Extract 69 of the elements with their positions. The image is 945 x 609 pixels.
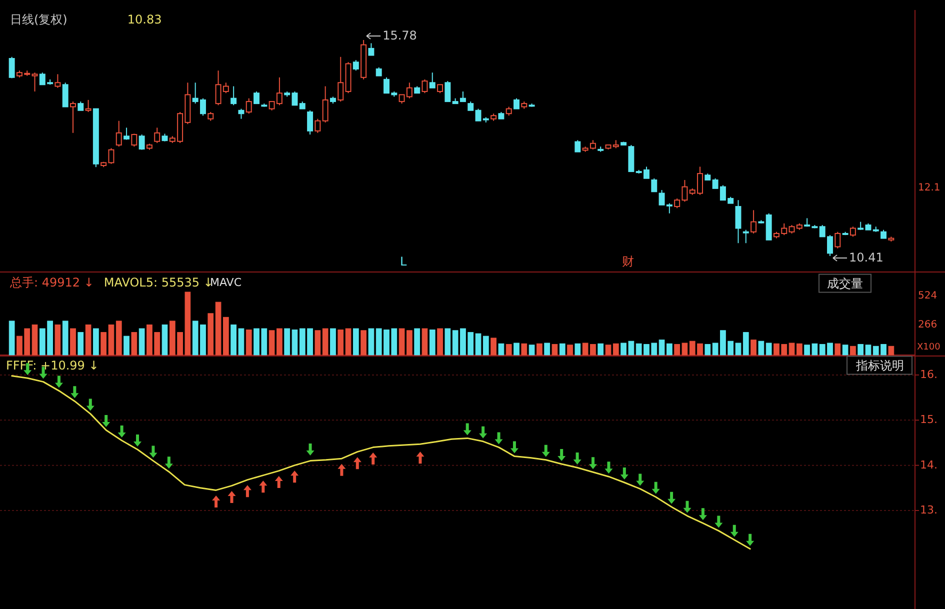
bar xyxy=(246,330,252,356)
text: MAVC xyxy=(210,276,242,290)
bar xyxy=(368,328,374,356)
bar xyxy=(758,340,764,356)
text: 12.1 xyxy=(918,182,940,194)
bar xyxy=(62,320,68,356)
bar xyxy=(54,324,61,356)
y-tick-label: 13. xyxy=(920,504,938,517)
annotation: 财 xyxy=(622,254,634,268)
bar xyxy=(422,328,428,356)
chart-subtitle: 10.83 xyxy=(127,12,162,26)
text: X100 xyxy=(917,342,941,352)
y-tick-label: 15. xyxy=(920,413,938,426)
bar xyxy=(552,344,558,356)
bar xyxy=(490,338,496,356)
bar xyxy=(750,340,756,356)
bar xyxy=(314,330,321,356)
annotation: L xyxy=(400,254,407,268)
bar xyxy=(70,328,76,356)
bar xyxy=(437,328,443,356)
chart-title: 日线(复权) xyxy=(10,12,68,26)
bar xyxy=(85,324,92,356)
bar xyxy=(498,343,504,356)
annotation: 10.41 xyxy=(849,250,884,264)
y-tick-label: 16. xyxy=(920,368,938,381)
bar xyxy=(32,324,38,356)
bar xyxy=(352,328,359,356)
y-tick-label: 14. xyxy=(920,458,938,472)
bar xyxy=(834,343,841,356)
bar xyxy=(506,344,512,356)
bar xyxy=(521,343,528,356)
bar xyxy=(536,343,542,356)
bar xyxy=(850,346,856,356)
text: 524 xyxy=(918,290,938,302)
annotation: 指标说明 xyxy=(855,358,904,372)
bar xyxy=(345,328,352,356)
bar xyxy=(742,332,749,356)
chart-title: 总手: 49912 ↓ xyxy=(9,275,94,290)
text: 成交量 xyxy=(827,276,863,290)
bar xyxy=(444,328,451,356)
bar xyxy=(842,344,848,356)
bar xyxy=(888,346,894,356)
bar xyxy=(8,320,15,356)
bar xyxy=(559,343,566,356)
bar xyxy=(208,313,214,356)
bar xyxy=(93,328,99,356)
text: 266 xyxy=(918,320,938,331)
bar xyxy=(429,330,436,356)
bar xyxy=(360,330,366,356)
bar xyxy=(528,344,535,356)
annotation: 15.78 xyxy=(382,28,417,42)
bar xyxy=(138,328,145,356)
bar xyxy=(414,328,420,356)
bar xyxy=(574,343,581,356)
bar xyxy=(567,344,573,356)
bar xyxy=(704,344,711,356)
bar xyxy=(131,332,138,356)
bar xyxy=(78,332,84,356)
bar xyxy=(514,342,520,356)
bar xyxy=(116,320,122,356)
bar xyxy=(124,336,130,356)
bar xyxy=(766,342,772,356)
bar xyxy=(322,328,328,356)
bar xyxy=(338,330,344,356)
bar xyxy=(544,342,550,356)
bar xyxy=(162,324,168,356)
line-series xyxy=(11,375,751,550)
bar xyxy=(598,343,604,356)
bar xyxy=(330,328,336,356)
